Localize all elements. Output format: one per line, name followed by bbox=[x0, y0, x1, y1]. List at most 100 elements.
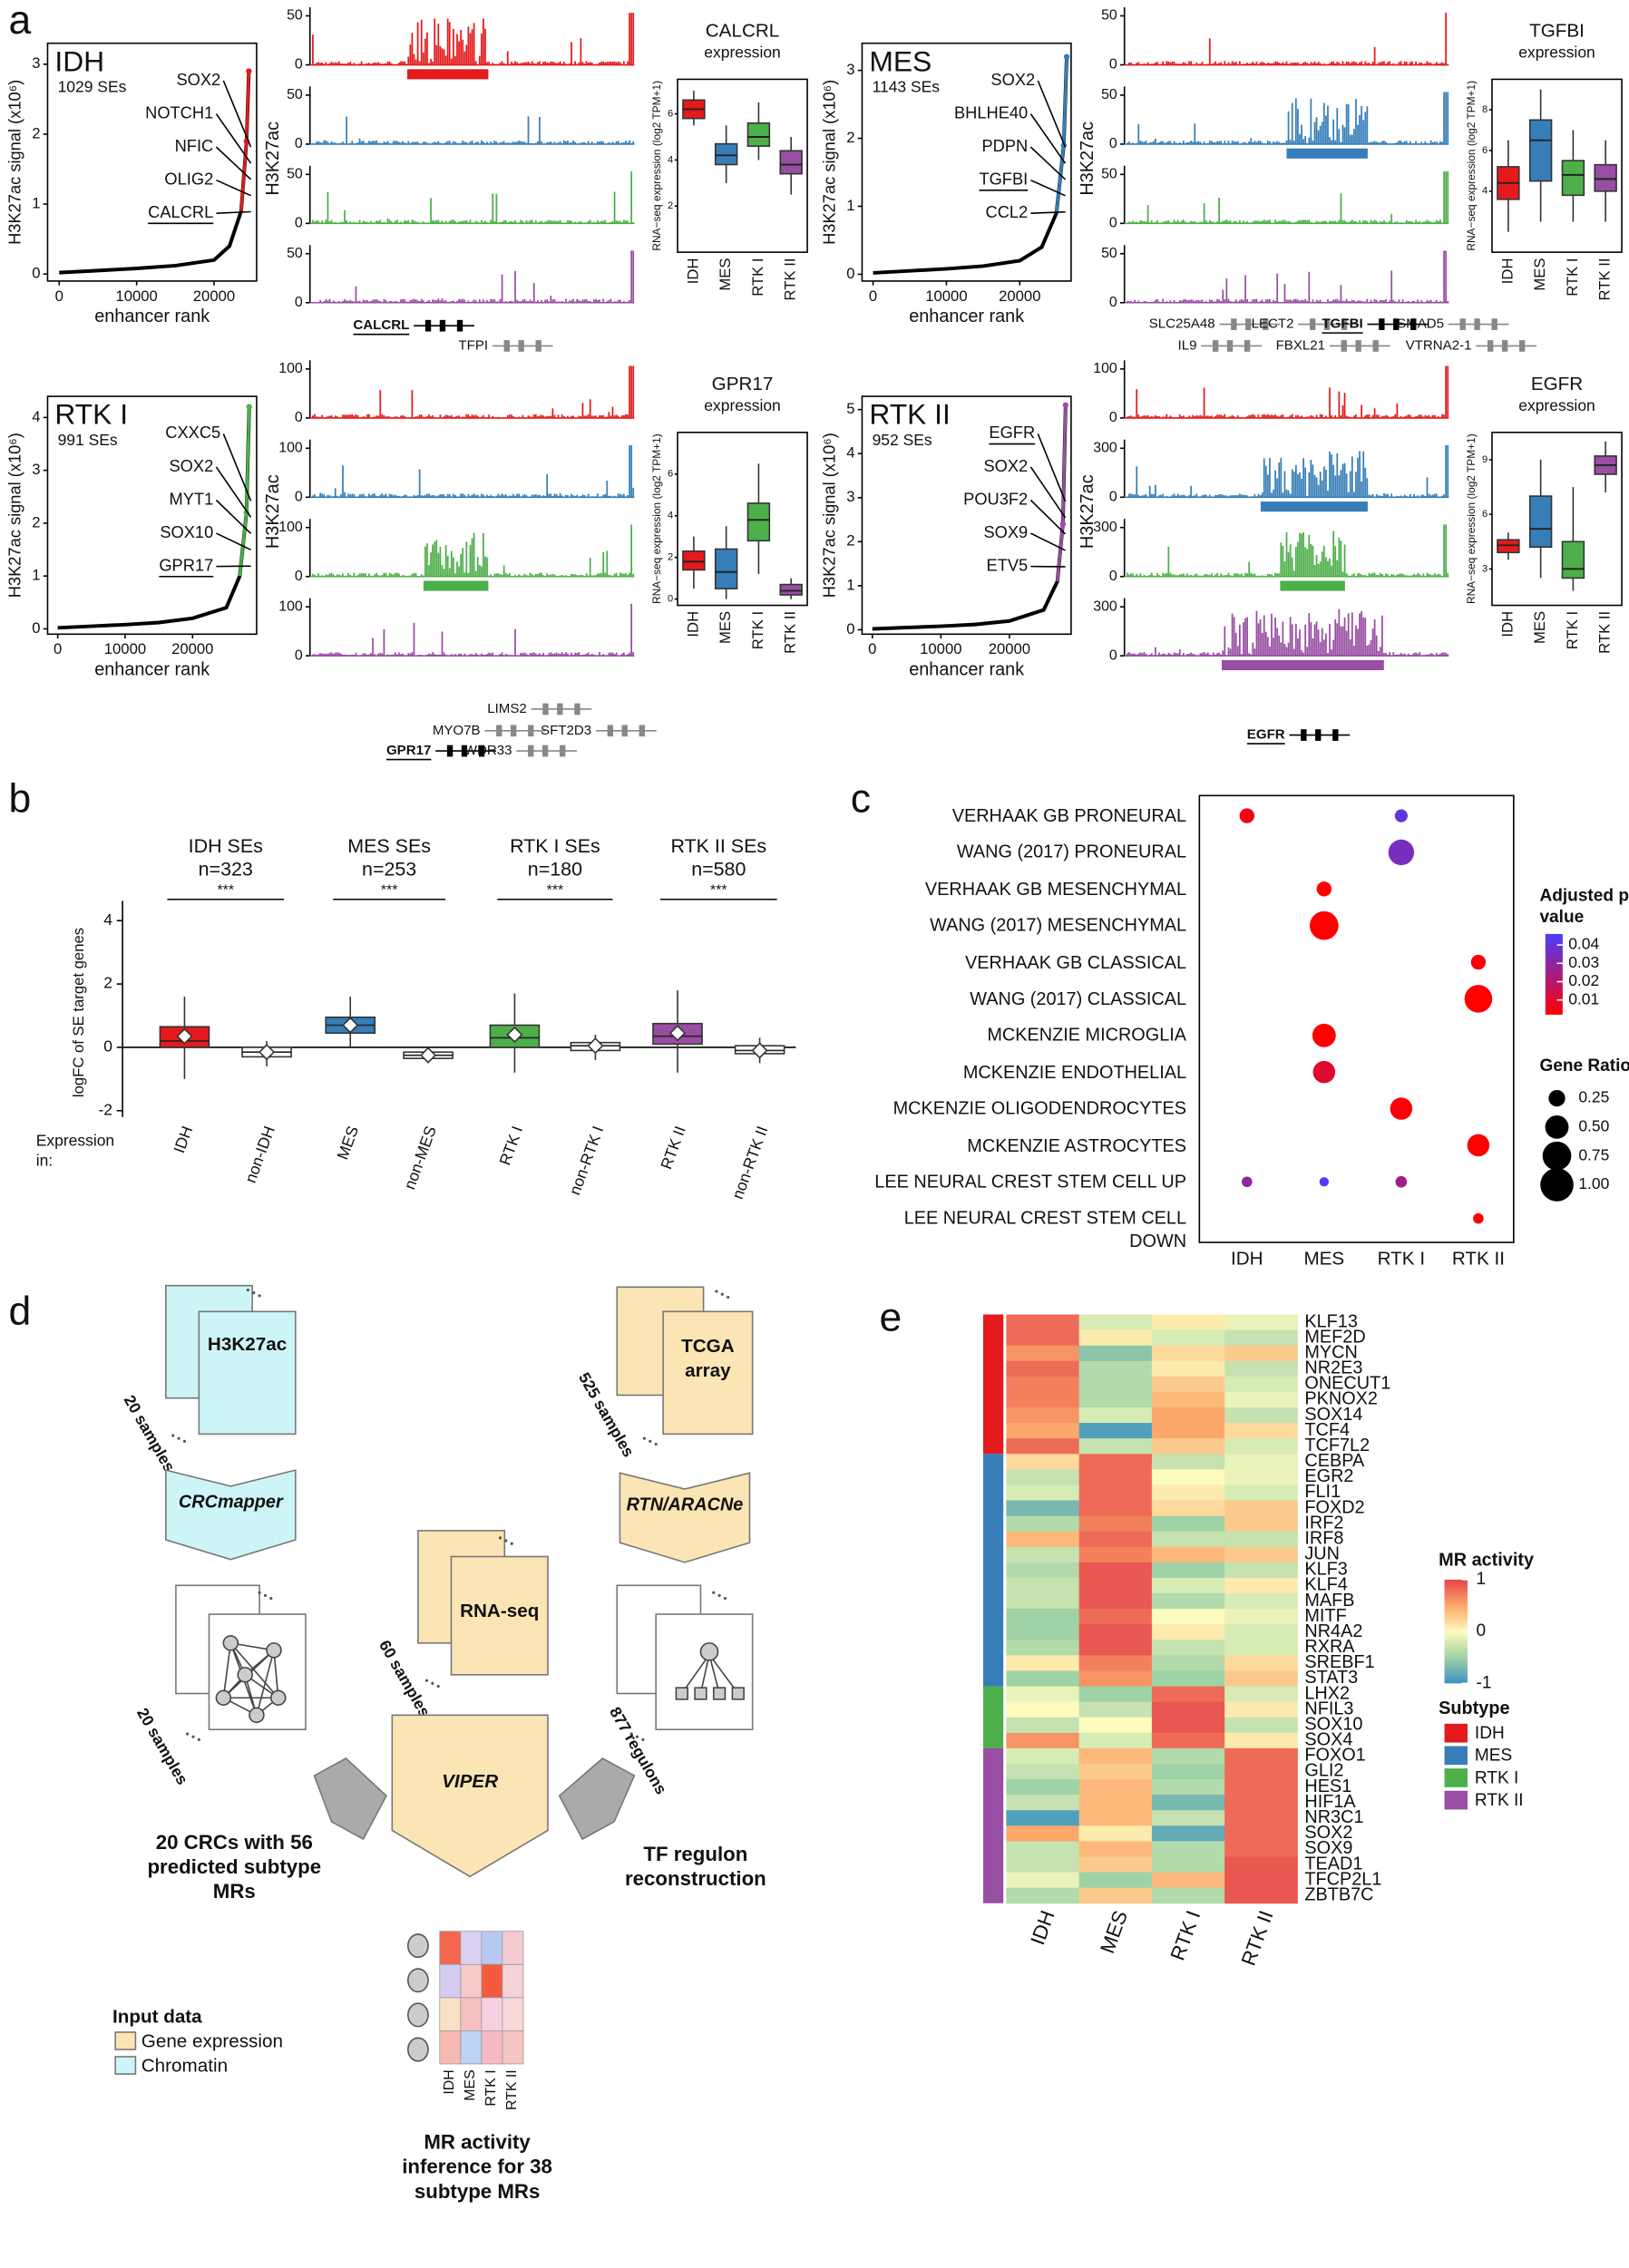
heatmap-cell bbox=[1224, 1810, 1298, 1826]
gene-exon bbox=[1379, 318, 1385, 330]
box-category: RTK II bbox=[1596, 258, 1614, 300]
legend-tick-label: 0.01 bbox=[1568, 989, 1599, 1007]
box-y-tick-label: 4 bbox=[668, 154, 673, 165]
heatmap-cell bbox=[1006, 1469, 1080, 1485]
se-point bbox=[1063, 54, 1070, 60]
plot-frame bbox=[861, 395, 1072, 636]
track-tick-label: 100 bbox=[1093, 361, 1117, 376]
gene-label: CEBPA bbox=[1304, 1451, 1365, 1471]
flow-arrow bbox=[313, 1757, 387, 1841]
gene-exon bbox=[1501, 340, 1508, 352]
box-subtitle: expression bbox=[704, 43, 780, 61]
heatmap-cell bbox=[1006, 1345, 1080, 1362]
gene-label: GLI2 bbox=[1304, 1761, 1343, 1781]
term-label-box: VERHAAK GB PRONEURAL bbox=[952, 805, 1186, 825]
signal-track bbox=[312, 250, 635, 303]
heatmap-cell bbox=[1078, 1872, 1153, 1889]
browser-gene: SMAD5 bbox=[1397, 316, 1444, 332]
box-category: IDH bbox=[1498, 258, 1516, 284]
significance: *** bbox=[710, 882, 727, 898]
signal-track bbox=[312, 116, 635, 144]
gene-label: SOX9 bbox=[983, 522, 1028, 541]
plot-frame bbox=[861, 42, 1072, 282]
box bbox=[746, 502, 771, 542]
term-label-box: MCKENZIE MICROGLIA bbox=[987, 1026, 1186, 1046]
significance: *** bbox=[217, 882, 234, 898]
browser-gene: VTRNA2-1 bbox=[1406, 337, 1472, 353]
category-label: IDH bbox=[170, 1124, 196, 1155]
mean-diamond bbox=[419, 1046, 437, 1064]
heatmap-cell bbox=[1078, 1515, 1153, 1533]
gene-label: ETV5 bbox=[987, 555, 1029, 574]
x-tick-label: 0 bbox=[869, 287, 877, 305]
regulon-target bbox=[675, 1687, 688, 1700]
sample-count: 20 samples bbox=[133, 1705, 191, 1788]
legend-label: IDH bbox=[1475, 1724, 1505, 1743]
track-tick-label: 0 bbox=[295, 216, 303, 231]
heatmap-cell bbox=[1078, 1609, 1153, 1625]
gene-label: ZBTB7C bbox=[1304, 1884, 1373, 1904]
mean-diamond bbox=[506, 1026, 523, 1044]
heatmap-cell bbox=[1224, 1732, 1298, 1749]
heatmap-cell bbox=[1151, 1546, 1225, 1563]
ellipsis-dot bbox=[171, 1434, 175, 1437]
column-label: IDH bbox=[1026, 1907, 1059, 1948]
heatmap-cell bbox=[1078, 1732, 1153, 1749]
box-y-tick-label: 6 bbox=[1482, 145, 1488, 156]
heatmap-cell bbox=[1224, 1500, 1298, 1517]
gene-exon bbox=[1341, 340, 1347, 352]
gene-exon bbox=[1393, 318, 1400, 330]
legend-title: MR activity bbox=[1439, 1551, 1534, 1571]
enrichment-dot bbox=[1467, 1134, 1490, 1157]
ellipsis-dot bbox=[246, 1288, 249, 1292]
box-y-tick-label: 0 bbox=[668, 594, 673, 605]
browser-gene: FBXL21 bbox=[1276, 337, 1325, 353]
y-tick-label: 0 bbox=[32, 619, 40, 637]
box-category: IDH bbox=[684, 258, 701, 284]
box-y-tick-label: 6 bbox=[668, 108, 673, 119]
term-label-box: WANG (2017) PRONEURAL bbox=[957, 842, 1186, 862]
category-label: non-MES bbox=[400, 1124, 440, 1192]
category-label: RTK I bbox=[1378, 1249, 1425, 1270]
y-tick-label: 1 bbox=[32, 567, 40, 584]
heatmap-cell bbox=[1006, 1856, 1080, 1874]
legend-tick-label: 0.25 bbox=[1578, 1088, 1609, 1106]
gene-label: TGFBI bbox=[979, 169, 1028, 188]
heatmap-cell bbox=[1078, 1640, 1153, 1656]
gene-exon bbox=[1372, 340, 1379, 352]
signal-track bbox=[1127, 13, 1449, 65]
heatmap-cell bbox=[1151, 1655, 1225, 1671]
gene-exon bbox=[1309, 318, 1316, 330]
x-tick-label: 20000 bbox=[193, 287, 235, 305]
heatmap-cell bbox=[1006, 1655, 1080, 1671]
ellipsis-dot bbox=[197, 1738, 200, 1741]
tool-label-box: VIPER bbox=[442, 1770, 498, 1792]
box-category: RTK I bbox=[749, 611, 766, 649]
gene-label: NOTCH1 bbox=[145, 102, 213, 122]
browser-gene: LIMS2 bbox=[487, 701, 527, 716]
heatmap-cell bbox=[1078, 1407, 1153, 1424]
step-output-box: TF regulon reconstruction bbox=[625, 1842, 766, 1889]
legend-dot bbox=[1548, 1089, 1566, 1107]
heatmap-cell bbox=[1006, 1779, 1080, 1796]
gene-label: SOX2 bbox=[1304, 1823, 1352, 1843]
network-node bbox=[222, 1635, 239, 1651]
gene-exon bbox=[621, 725, 628, 737]
legend-tick-label: 0.50 bbox=[1578, 1116, 1609, 1134]
track-tick-label: 0 bbox=[1109, 136, 1117, 151]
heatmap-cell bbox=[1006, 1531, 1080, 1548]
heatmap-cell bbox=[1151, 1515, 1225, 1533]
term-label: WANG (2017) CLASSICAL bbox=[970, 988, 1187, 1009]
group-n: n=180 bbox=[528, 859, 582, 881]
gene-pointer bbox=[1030, 179, 1066, 197]
box-y-tick-label: 2 bbox=[668, 200, 673, 211]
heatmap-cell bbox=[1151, 1841, 1225, 1857]
signal-track bbox=[1127, 444, 1449, 498]
mini-cell bbox=[439, 1997, 462, 2031]
gene-label: SOX4 bbox=[1304, 1730, 1352, 1750]
category-label: IDH bbox=[1231, 1249, 1263, 1270]
gene-label: SOX2 bbox=[170, 456, 214, 475]
gene-exon bbox=[518, 340, 524, 352]
gene-label: SOX2 bbox=[990, 70, 1035, 89]
heatmap-cell bbox=[1078, 1624, 1153, 1640]
